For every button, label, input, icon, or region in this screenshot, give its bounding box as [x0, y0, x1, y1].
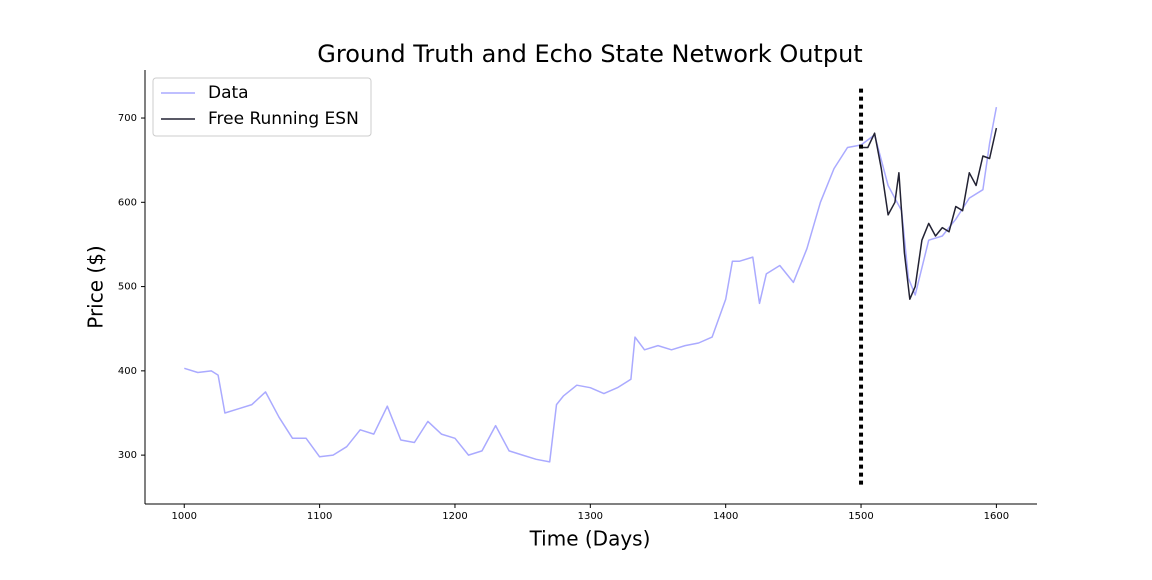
- y-axis-label: Price ($): [84, 245, 108, 328]
- legend-box: [152, 77, 372, 137]
- x-tick-label: 1100: [307, 511, 332, 522]
- y-tick-label: 300: [118, 450, 137, 461]
- y-tick-label: 400: [118, 366, 137, 377]
- y-tick-label: 500: [118, 282, 137, 293]
- y-tick-label: 600: [118, 197, 137, 208]
- x-axis-label: Time (Days): [529, 527, 651, 551]
- chart-title: Ground Truth and Echo State Network Outp…: [317, 40, 862, 68]
- legend-label: Free Running ESN: [208, 109, 359, 129]
- x-tick-label: 1400: [713, 511, 738, 522]
- x-tick-label: 1000: [172, 511, 197, 522]
- data-line: [184, 106, 998, 463]
- data-line: [861, 127, 998, 300]
- y-tick-label: 700: [118, 113, 137, 124]
- x-tick-label: 1200: [442, 511, 467, 522]
- x-tick-label: 1300: [578, 511, 603, 522]
- legend-label: Data: [208, 83, 249, 103]
- x-tick-label: 1600: [984, 511, 1009, 522]
- x-tick-label: 1500: [848, 511, 873, 522]
